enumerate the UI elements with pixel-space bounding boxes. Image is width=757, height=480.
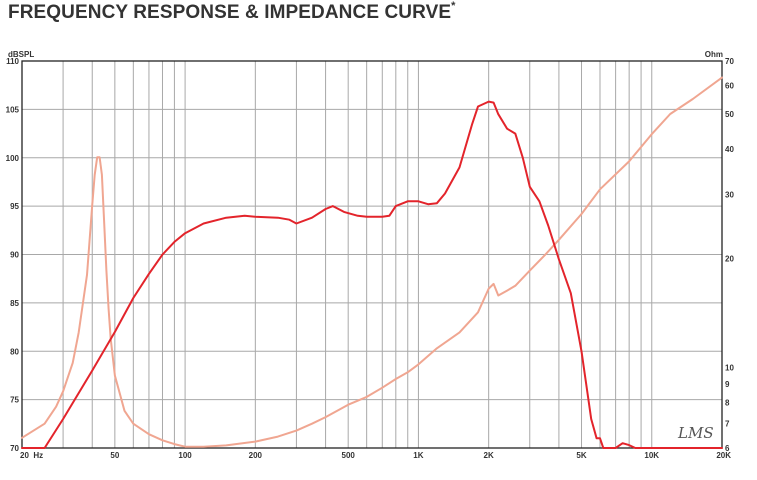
right-tick-label: 9 — [725, 380, 730, 389]
right-tick-label: 8 — [725, 399, 730, 408]
left-tick-label: 75 — [10, 396, 19, 405]
x-tick-label: 2K — [484, 451, 494, 460]
x-tick-label: 20K — [716, 451, 731, 460]
right-tick-label: 7 — [725, 420, 730, 429]
chart-title: FREQUENCY RESPONSE & IMPEDANCE CURVE* — [8, 0, 456, 24]
right-axis-unit: Ohm — [705, 50, 723, 59]
left-tick-label: 95 — [10, 202, 19, 211]
axis-labels: 20 Hz 50 100 200 500 1K 2K 5K 10K 20K707580859095… — [6, 57, 735, 460]
right-tick-label: 20 — [725, 254, 734, 263]
x-tick-label: 20 Hz — [20, 451, 43, 460]
title-footnote-mark: * — [451, 0, 456, 12]
x-tick-label: 500 — [342, 451, 356, 460]
right-tick-label: 40 — [725, 145, 734, 154]
right-tick-label: 30 — [725, 190, 734, 199]
left-tick-label: 100 — [6, 154, 20, 163]
x-tick-label: 100 — [178, 451, 192, 460]
left-axis-unit: dBSPL — [8, 50, 34, 59]
left-tick-label: 105 — [6, 105, 20, 114]
impedance-curve — [21, 76, 723, 448]
lms-watermark: LMS — [677, 424, 714, 442]
right-tick-label: 70 — [725, 57, 734, 66]
left-tick-label: 70 — [10, 444, 19, 453]
left-tick-label: 110 — [6, 57, 19, 66]
right-tick-label: 60 — [725, 81, 734, 90]
left-tick-label: 85 — [10, 299, 19, 308]
x-tick-label: 50 — [110, 451, 119, 460]
right-tick-label: 10 — [725, 364, 734, 373]
left-tick-label: 90 — [10, 251, 19, 260]
x-tick-label: 10K — [644, 451, 659, 460]
right-tick-label: 50 — [725, 110, 734, 119]
frequency-response-curve — [21, 100, 723, 449]
x-tick-label: 5K — [576, 451, 586, 460]
x-tick-label: 200 — [249, 451, 263, 460]
left-tick-label: 80 — [10, 347, 19, 356]
plot-frame — [21, 60, 723, 449]
right-tick-label: 6 — [725, 444, 730, 453]
x-tick-label: 1K — [413, 451, 423, 460]
grid — [21, 60, 723, 449]
title-text: FREQUENCY RESPONSE & IMPEDANCE CURVE — [8, 2, 452, 23]
